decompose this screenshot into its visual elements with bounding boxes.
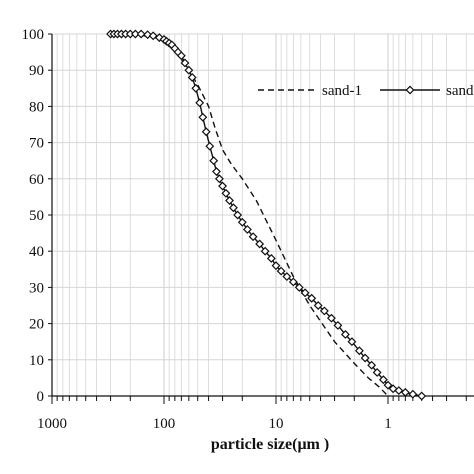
y-tick-label: 70 [29, 136, 44, 152]
data-point-marker [242, 225, 252, 234]
y-tick-label: 30 [29, 280, 44, 296]
y-tick-label: 20 [29, 317, 44, 333]
data-point-marker [408, 389, 418, 399]
data-point-marker [180, 58, 190, 68]
data-point-marker [214, 174, 224, 184]
data-point-marker [225, 196, 234, 205]
data-series [106, 29, 427, 401]
y-tick-label: 60 [29, 172, 44, 188]
y-tick-label: 10 [29, 353, 44, 369]
data-point-marker [195, 98, 205, 108]
legend-label-series-1: sand-1 [322, 83, 362, 99]
data-point-marker [176, 51, 186, 61]
data-point-marker [326, 313, 336, 323]
data-point-marker [187, 72, 197, 82]
data-point-marker [255, 239, 265, 249]
data-point-marker [276, 266, 286, 276]
axes [48, 33, 474, 404]
y-tick-label: 100 [22, 27, 45, 43]
data-point-marker [372, 368, 382, 377]
tick-labels: 0 10 20 30 40 50 60 70 80 90 100 1000 100 10 1 [22, 27, 392, 432]
x-tick-label: 100 [153, 416, 176, 432]
data-point-marker [307, 293, 317, 303]
data-point-marker [130, 29, 140, 39]
data-point-marker [383, 380, 393, 390]
legend-marker-diamond [405, 85, 415, 95]
data-point-marker [143, 30, 153, 40]
data-point-marker [400, 387, 410, 397]
data-point-marker [282, 272, 292, 281]
data-point-marker [333, 320, 343, 330]
data-point-marker [319, 306, 329, 316]
data-point-marker [136, 29, 146, 39]
grid-lines [52, 33, 474, 396]
legend: sand-1 sand [258, 83, 474, 99]
data-point-marker [221, 188, 231, 198]
data-point-marker [228, 203, 238, 213]
y-tick-label: 90 [29, 63, 44, 79]
data-point-marker [347, 337, 357, 347]
y-tick-label: 40 [29, 244, 44, 260]
x-tick-label: 1000 [37, 416, 67, 432]
data-point-marker [205, 141, 215, 151]
data-point-marker [388, 384, 398, 394]
x-tick-label: 1 [384, 416, 392, 432]
data-point-marker [394, 386, 404, 396]
data-point-marker [198, 112, 208, 122]
data-point-marker [367, 360, 377, 370]
data-point-marker [300, 288, 310, 298]
data-point-marker [237, 217, 247, 227]
data-point-marker [266, 253, 276, 263]
data-point-marker [201, 127, 211, 137]
legend-label-series-2: sand [446, 83, 474, 99]
data-point-marker [271, 261, 281, 271]
data-point-marker [360, 353, 370, 363]
y-tick-label: 0 [37, 389, 45, 405]
data-point-marker [248, 232, 258, 242]
y-tick-label: 50 [29, 208, 44, 224]
data-point-marker [378, 375, 388, 385]
data-point-marker [260, 246, 270, 256]
data-point-marker [212, 167, 221, 177]
y-tick-label: 80 [29, 99, 44, 115]
data-point-marker [417, 391, 427, 401]
data-point-marker [218, 181, 228, 191]
data-point-marker [340, 330, 350, 339]
data-point-marker [191, 83, 201, 93]
data-point-marker [294, 282, 304, 292]
x-axis-title: particle size(μm ) [211, 436, 329, 453]
data-point-marker [354, 346, 364, 356]
x-tick-label: 10 [269, 416, 284, 432]
data-point-marker [209, 156, 219, 166]
data-point-marker [184, 65, 194, 75]
data-point-marker [313, 301, 323, 310]
data-point-marker [288, 277, 298, 287]
data-point-marker [233, 210, 243, 220]
